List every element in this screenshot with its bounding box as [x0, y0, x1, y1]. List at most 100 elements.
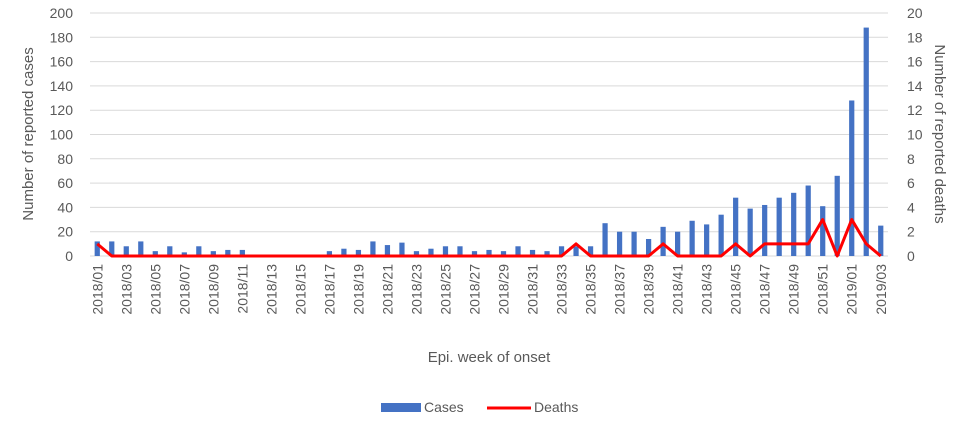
cases-bar	[225, 249, 231, 256]
cases-bar	[167, 246, 173, 256]
cases-bar	[486, 249, 492, 256]
cases-bar	[602, 223, 608, 256]
legend-cases-label: Cases	[424, 399, 464, 415]
cases-bar	[399, 242, 405, 256]
y-tick-label: 20	[57, 224, 73, 240]
cases-bars	[94, 27, 884, 256]
cases-bar	[558, 246, 565, 256]
legend: Cases Deaths	[381, 399, 578, 415]
x-tick-label: 2019/01	[844, 264, 860, 315]
cases-bar	[863, 27, 869, 256]
y2-tick-label: 14	[907, 78, 923, 94]
legend-cases-swatch	[381, 403, 421, 412]
y-tick-label: 0	[65, 248, 73, 264]
y-tick-label: 160	[50, 54, 74, 70]
x-tick-label: 2018/03	[118, 264, 134, 315]
x-tick-label: 2018/15	[292, 264, 308, 315]
y2-tick-label: 10	[907, 127, 923, 143]
cases-bar	[123, 246, 129, 256]
x-tick-label: 2018/23	[408, 264, 424, 315]
y2-tick-label: 18	[907, 29, 923, 45]
cases-bar	[631, 231, 637, 256]
x-tick-label: 2018/19	[350, 264, 366, 315]
y2-axis-title: Number of reported deaths	[931, 44, 948, 223]
cases-bar	[660, 226, 666, 256]
cases-bar	[791, 192, 797, 256]
x-tick-label: 2018/33	[554, 264, 570, 315]
x-axis-ticks: 2018/01 2018/03 2018/05 2018/07 2018/09 2018/…	[89, 264, 889, 315]
cases-bar	[94, 241, 100, 256]
x-tick-label: 2018/27	[466, 264, 482, 315]
x-tick-label: 2018/39	[641, 264, 657, 315]
x-tick-label: 2018/21	[379, 264, 395, 315]
cases-bar	[138, 241, 144, 256]
legend-deaths-label: Deaths	[534, 399, 578, 415]
cases-bar	[878, 225, 884, 256]
cases-bar	[152, 251, 158, 256]
cases-bar	[834, 175, 840, 256]
x-tick-label: 2018/01	[89, 264, 105, 315]
cases-bar	[776, 197, 782, 256]
cases-bar	[413, 251, 420, 256]
cases-bar	[384, 245, 391, 256]
x-tick-label: 2018/49	[786, 264, 802, 315]
cases-bar	[181, 252, 187, 256]
y-tick-label: 80	[57, 151, 73, 167]
cases-bar	[616, 231, 623, 256]
x-tick-label: 2018/13	[263, 264, 279, 315]
x-tick-label: 2018/45	[728, 264, 744, 315]
cases-bar	[370, 241, 376, 256]
cases-bar	[196, 246, 202, 256]
y2-tick-label: 20	[907, 5, 923, 21]
x-tick-label: 2018/25	[437, 264, 453, 315]
x-tick-label: 2018/11	[234, 264, 250, 314]
gridlines	[90, 12, 888, 257]
x-tick-label: 2018/17	[321, 264, 337, 315]
x-tick-label: 2018/47	[757, 264, 773, 315]
cases-bar	[457, 246, 463, 256]
cases-bar	[805, 185, 811, 256]
cases-bar	[515, 246, 521, 256]
cases-bar	[587, 246, 594, 256]
y-tick-label: 60	[57, 175, 73, 191]
cases-bar	[762, 204, 768, 256]
y-axis-title: Number of reported cases	[20, 47, 37, 220]
cases-bar	[341, 248, 347, 256]
y2-tick-label: 12	[907, 102, 923, 118]
y2-tick-label: 0	[907, 248, 915, 264]
x-tick-label: 2018/05	[147, 264, 163, 315]
cases-bar	[733, 197, 739, 256]
x-tick-label: 2019/03	[873, 264, 889, 315]
cases-bar	[573, 246, 579, 256]
cases-bar	[544, 251, 550, 256]
cases-bar	[471, 251, 478, 256]
cases-bar	[820, 206, 826, 256]
y2-axis-ticks: 0 2 4 6 8 10 12 14 16 18 20	[907, 5, 923, 264]
cases-bar	[704, 224, 710, 256]
y2-tick-label: 8	[907, 151, 915, 167]
y2-tick-label: 16	[907, 54, 923, 70]
x-tick-label: 2018/41	[670, 264, 686, 315]
cases-bar	[849, 100, 855, 256]
x-tick-label: 2018/29	[496, 264, 512, 315]
y2-tick-label: 4	[907, 199, 915, 215]
deaths-line	[96, 218, 882, 258]
cases-bar	[109, 241, 115, 256]
cases-bar	[645, 238, 652, 256]
x-tick-label: 2018/51	[815, 264, 831, 315]
cases-bar	[326, 251, 333, 256]
cases-bar	[239, 249, 245, 256]
cases-bar	[529, 249, 536, 256]
y-tick-label: 120	[50, 102, 74, 118]
x-tick-label: 2018/09	[205, 264, 221, 315]
y-axis-ticks: 0 20 40 60 80 100 120 140 160 180 200	[50, 5, 74, 264]
y-tick-label: 140	[50, 78, 74, 94]
y-tick-label: 40	[57, 199, 73, 215]
x-tick-label: 2018/37	[612, 264, 628, 315]
cases-bar	[718, 214, 724, 256]
y-tick-label: 200	[50, 5, 74, 21]
x-tick-label: 2018/31	[525, 264, 541, 315]
y-tick-label: 180	[50, 29, 74, 45]
x-tick-label: 2018/43	[699, 264, 715, 315]
